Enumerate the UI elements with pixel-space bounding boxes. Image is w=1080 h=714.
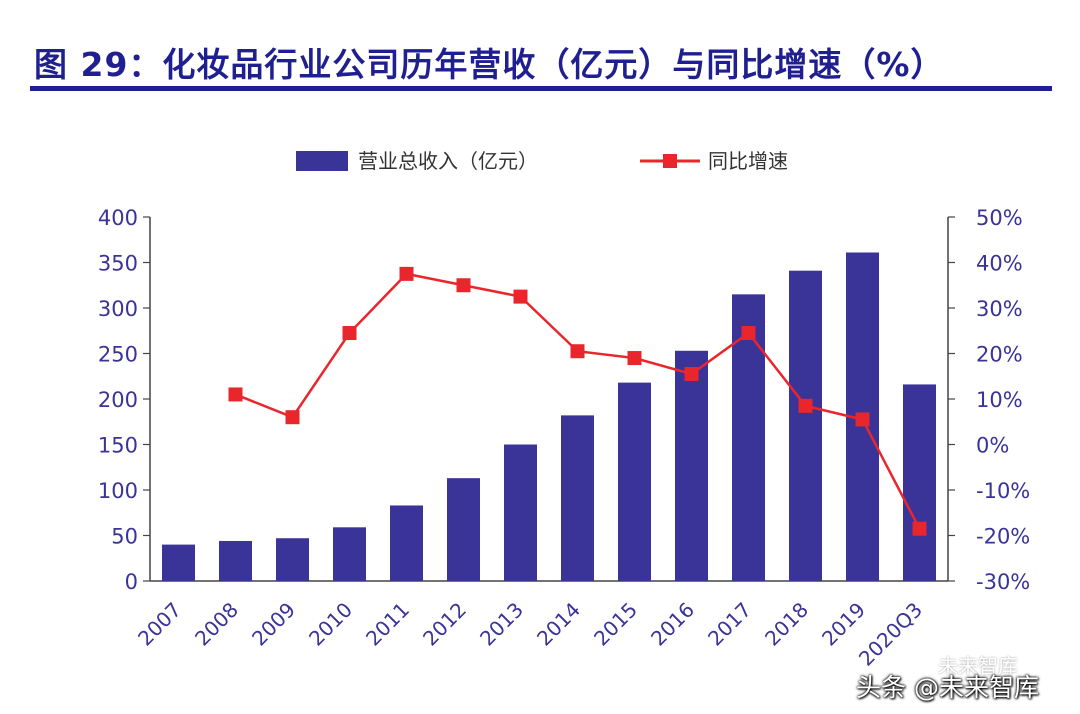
x-tick-label: 2011 <box>361 598 414 651</box>
growth-point-2009 <box>285 410 300 425</box>
growth-point-2019 <box>855 412 870 427</box>
bar-2015 <box>618 382 651 581</box>
left-tick-label: 250 <box>98 343 138 367</box>
left-tick-label: 400 <box>98 206 138 230</box>
legend-bar-swatch <box>296 151 348 171</box>
right-tick-label: 50% <box>976 206 1023 230</box>
x-tick-label: 2016 <box>646 598 699 651</box>
chart-title: 图 29：化妆品行业公司历年营收（亿元）与同比增速（%） <box>34 45 945 84</box>
growth-point-2008 <box>228 387 243 402</box>
growth-point-2015 <box>627 351 642 366</box>
right-tick-label: 20% <box>976 343 1023 367</box>
growth-point-2010 <box>342 326 357 341</box>
growth-point-2016 <box>684 366 699 381</box>
bar-2010 <box>333 527 366 581</box>
watermark-secondary: 未来智库 <box>938 654 1018 678</box>
x-tick-label: 2014 <box>532 598 585 651</box>
bar-2007 <box>162 544 195 581</box>
title-bar: 图 29：化妆品行业公司历年营收（亿元）与同比增速（%） <box>30 30 1052 92</box>
growth-point-2013 <box>513 289 528 304</box>
x-tick-label: 2008 <box>190 598 243 651</box>
wechat-icon <box>908 650 932 669</box>
bar-2009 <box>276 538 309 581</box>
x-tick-label: 2015 <box>589 598 642 651</box>
x-tick-label: 2012 <box>418 598 471 651</box>
bar-2011 <box>390 505 423 581</box>
left-tick-label: 0 <box>125 570 138 594</box>
left-tick-label: 50 <box>111 525 138 549</box>
bar-2008 <box>219 540 252 581</box>
left-tick-label: 100 <box>98 479 138 503</box>
left-tick-label: 200 <box>98 388 138 412</box>
legend-bar-label: 营业总收入（亿元） <box>358 149 538 173</box>
legend-line-marker <box>663 154 677 168</box>
right-tick-label: 30% <box>976 297 1023 321</box>
bar-2012 <box>447 478 480 581</box>
bar-2014 <box>561 415 594 581</box>
left-tick-label: 300 <box>98 297 138 321</box>
x-tick-label: 2018 <box>760 598 813 651</box>
x-tick-label: 2019 <box>817 598 870 651</box>
right-tick-label: 10% <box>976 388 1023 412</box>
x-tick-label: 2013 <box>475 598 528 651</box>
x-tick-label: 2009 <box>247 598 300 651</box>
growth-point-2014 <box>570 344 585 359</box>
growth-point-2011 <box>399 266 414 281</box>
left-tick-label: 150 <box>98 434 138 458</box>
growth-point-2017 <box>741 326 756 341</box>
right-tick-label: 40% <box>976 252 1023 276</box>
bar-2016 <box>675 350 708 581</box>
bar-2013 <box>504 444 537 581</box>
x-tick-label: 2007 <box>133 598 186 651</box>
legend-line-label: 同比增速 <box>708 149 788 173</box>
title-underline <box>30 86 1052 91</box>
x-tick-label: 2017 <box>703 598 756 651</box>
right-tick-label: -20% <box>976 525 1030 549</box>
growth-point-2020Q3 <box>912 521 927 536</box>
bar-2020Q3 <box>903 384 936 581</box>
right-tick-label: -30% <box>976 570 1030 594</box>
right-tick-label: 0% <box>976 434 1009 458</box>
x-tick-label: 2010 <box>304 598 357 651</box>
watermark: 头条 @未来智库 <box>856 673 1039 702</box>
right-tick-label: -10% <box>976 479 1030 503</box>
growth-point-2012 <box>456 278 471 293</box>
left-tick-label: 350 <box>98 252 138 276</box>
bar-2018 <box>789 270 822 581</box>
growth-point-2018 <box>798 398 813 413</box>
